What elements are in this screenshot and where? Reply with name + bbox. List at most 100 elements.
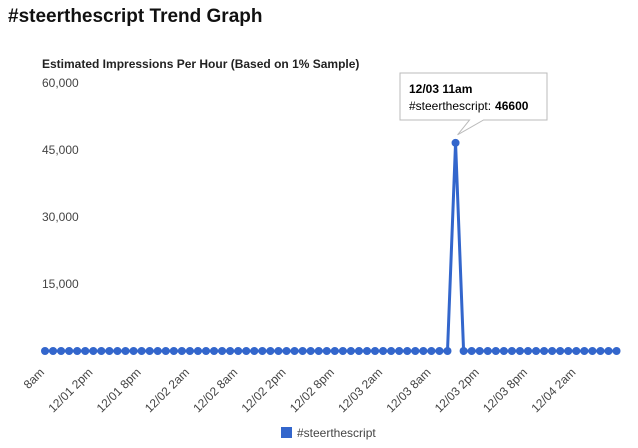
point [451, 138, 460, 147]
x-tick-label: 12/02 8pm [287, 365, 337, 415]
point [153, 347, 162, 355]
point [274, 347, 283, 355]
point [588, 347, 597, 355]
x-tick-label: 12/03 8am [384, 365, 434, 415]
tooltip-label: #steerthescript: 46600 [409, 99, 529, 113]
point [596, 347, 605, 355]
point [395, 347, 404, 355]
point [242, 347, 251, 355]
point [371, 347, 380, 355]
point [193, 347, 202, 355]
point [548, 347, 557, 355]
tooltip-title: 12/03 11am [409, 82, 472, 96]
point [129, 347, 138, 355]
point [346, 347, 355, 355]
tooltip-series: #steerthescript: [409, 99, 491, 113]
x-tick-label: 12/02 2pm [239, 365, 289, 415]
point [467, 347, 476, 355]
point [266, 347, 275, 355]
x-tick-label: 12/01 8pm [94, 365, 144, 415]
point [443, 347, 452, 355]
point [226, 347, 235, 355]
point [218, 347, 227, 355]
point [145, 347, 154, 355]
point [113, 347, 122, 355]
point [435, 347, 444, 355]
point [161, 347, 170, 355]
point [354, 347, 363, 355]
point [330, 347, 339, 355]
point [524, 347, 532, 355]
point [282, 347, 291, 355]
point [177, 347, 186, 355]
point [73, 347, 82, 355]
point [379, 347, 388, 355]
x-tick-label: 12/02 8am [190, 365, 240, 415]
point [81, 347, 90, 355]
chart-title: Estimated Impressions Per Hour (Based on… [42, 57, 359, 71]
x-tick-label: 8am [21, 365, 47, 391]
point [515, 347, 524, 355]
x-tick-label: 12/02 2am [142, 365, 192, 415]
point [403, 347, 412, 355]
point [338, 347, 347, 355]
point [250, 347, 259, 355]
x-tick-label: 12/04 2am [528, 365, 578, 415]
point [290, 347, 299, 355]
y-tick-label: 30,000 [42, 210, 79, 224]
point [49, 347, 58, 355]
point [210, 347, 219, 355]
point [202, 347, 210, 355]
point [234, 347, 243, 355]
point [580, 347, 589, 355]
point [185, 347, 194, 355]
point [298, 347, 307, 355]
point [121, 347, 130, 355]
point [57, 347, 66, 355]
point [258, 347, 267, 355]
point [137, 347, 146, 355]
point [572, 347, 581, 355]
y-tick-label: 45,000 [42, 143, 79, 157]
point [363, 347, 371, 355]
point [105, 347, 114, 355]
point [604, 347, 613, 355]
tooltip-box [399, 72, 548, 136]
point [419, 347, 428, 355]
point [532, 347, 541, 355]
point [499, 347, 508, 355]
y-tick-label: 15,000 [42, 277, 79, 291]
page-title: #steerthescript Trend Graph [8, 6, 263, 27]
point [459, 347, 468, 355]
y-tick-label: 60,000 [42, 76, 79, 90]
x-tick-label: 12/03 2am [335, 365, 385, 415]
point [306, 347, 315, 355]
x-tick-label: 12/01 2pm [45, 365, 95, 415]
point [65, 347, 74, 355]
point [564, 347, 573, 355]
point [612, 347, 621, 355]
legend-label: #steerthescript [297, 426, 376, 440]
point [475, 347, 484, 355]
tooltip-value: 46600 [495, 99, 529, 113]
point [169, 347, 178, 355]
point [507, 347, 516, 355]
tooltip: 12/03 11am #steerthescript: 46600 [399, 72, 548, 136]
point [41, 347, 49, 355]
x-tick-label: 12/03 8pm [480, 365, 530, 415]
point [491, 347, 500, 355]
point [411, 347, 420, 355]
series-line [45, 142, 617, 353]
point [483, 347, 492, 355]
point [427, 347, 436, 355]
legend-swatch [281, 427, 292, 438]
point [387, 347, 396, 355]
point [97, 347, 106, 355]
point [314, 347, 323, 355]
point [556, 347, 565, 355]
x-tick-label: 12/03 2pm [432, 365, 482, 415]
point [89, 347, 98, 355]
point [540, 347, 549, 355]
